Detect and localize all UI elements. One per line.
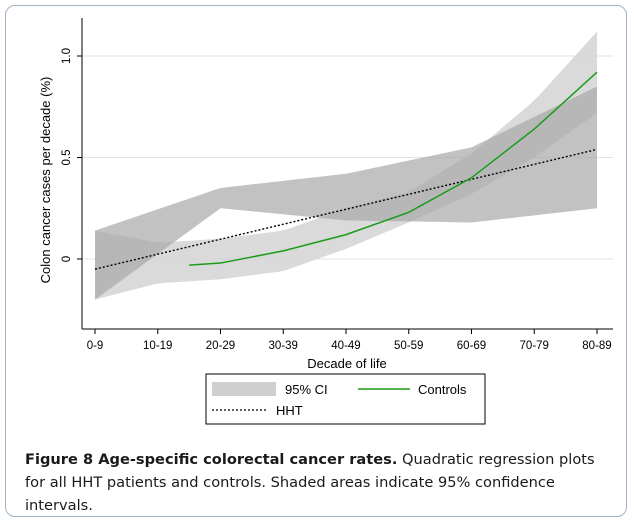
x-tick-label: 10-19 (143, 340, 172, 352)
x-ticks: 0-9 10-19 20-29 30-39 40-49 50-59 60-69 70-79 80… (87, 329, 612, 352)
y-tick-label: 0.5 (61, 150, 73, 166)
y-ticks: 0 0.5 1.0 (61, 48, 82, 262)
x-axis-label: Decade of life (307, 356, 387, 371)
ci-layer (95, 31, 597, 300)
x-tick-label: 80-89 (582, 340, 611, 352)
legend-ci-label: 95% CI (285, 382, 328, 397)
series-line-controls (189, 71, 598, 266)
caption-title: Figure 8 Age-specific colorectal cancer … (25, 451, 398, 468)
x-tick-label: 30-39 (269, 340, 298, 352)
caption-body: Quadratic regression plots for all HHT p… (25, 451, 595, 514)
y-tick-label: 1.0 (61, 48, 73, 64)
legend: 95% CI Controls HHT (205, 373, 486, 425)
legend-controls-label: Controls (418, 382, 467, 397)
y-axis-label: Colon cancer cases per decade (%) (38, 77, 53, 284)
legend-ci-swatch (212, 382, 276, 396)
x-tick-label: 70-79 (520, 340, 549, 352)
x-tick-label: 40-49 (331, 340, 360, 352)
ci-band-hht (95, 86, 597, 300)
x-tick-label: 20-29 (206, 340, 235, 352)
x-tick-label: 0-9 (87, 340, 104, 352)
chart: 0-9 10-19 20-29 30-39 40-49 50-59 60-69 70-79 80… (38, 18, 613, 425)
line-layer (94, 71, 598, 270)
legend-hht-label: HHT (276, 403, 303, 418)
y-tick-label: 0 (61, 256, 73, 262)
x-tick-label: 60-69 (457, 340, 486, 352)
figure-caption: Figure 8 Age-specific colorectal cancer … (25, 448, 615, 517)
x-tick-label: 50-59 (394, 340, 423, 352)
